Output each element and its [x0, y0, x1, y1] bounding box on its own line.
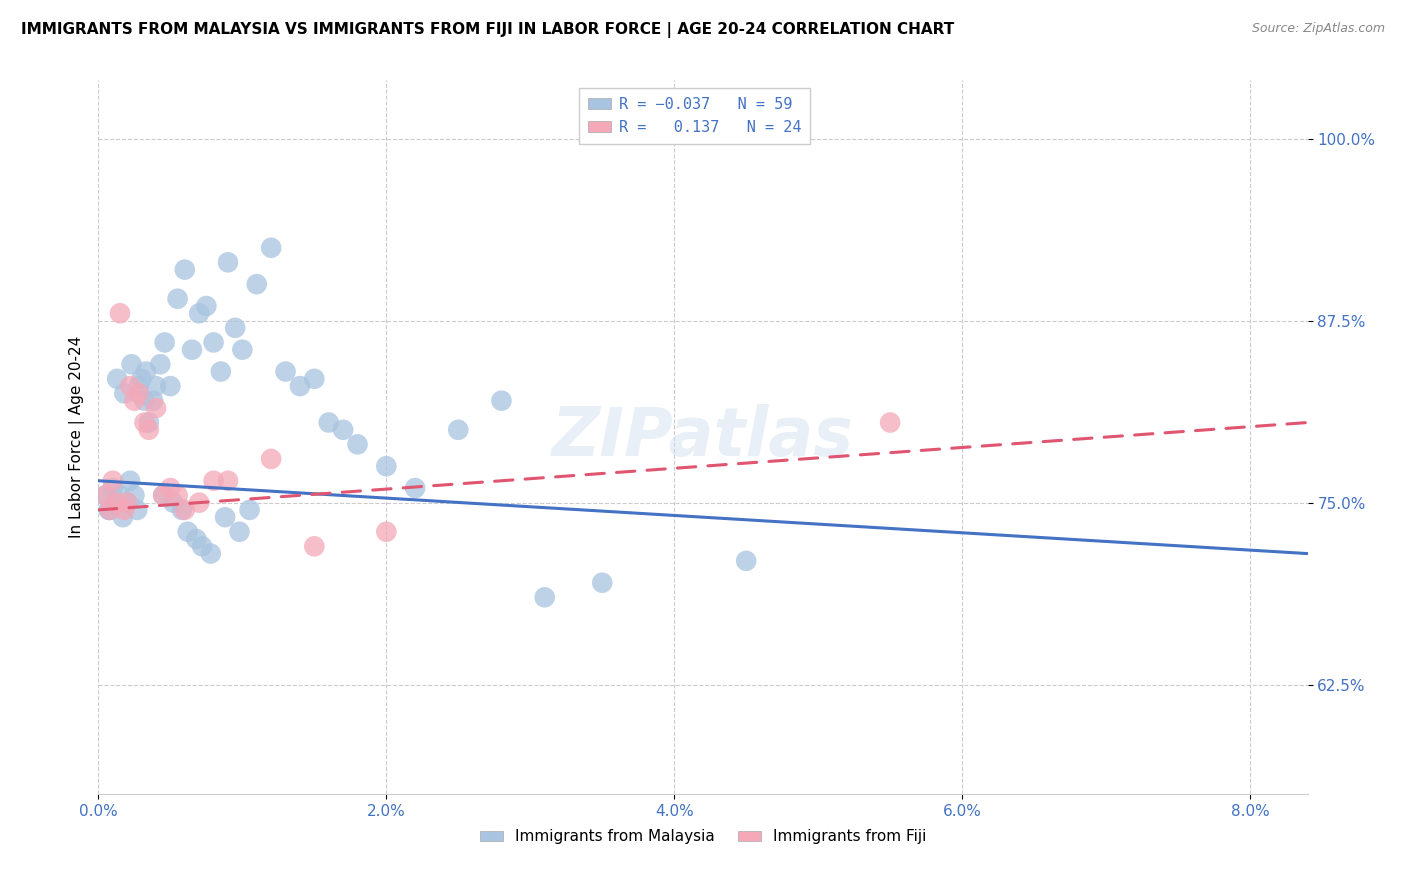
Point: [111, 510, 134, 524]
Point: [101, 474, 124, 488]
Point: [375, 459, 398, 474]
Point: [346, 437, 368, 451]
Point: [304, 539, 326, 553]
Point: [332, 423, 354, 437]
Point: [195, 299, 218, 313]
Point: [491, 393, 513, 408]
Point: [128, 386, 150, 401]
Point: [134, 416, 156, 430]
Point: [105, 372, 128, 386]
Point: [134, 393, 156, 408]
Point: [108, 488, 131, 502]
Point: [735, 554, 758, 568]
Point: [447, 423, 470, 437]
Point: [188, 495, 211, 509]
Point: [217, 255, 239, 269]
Point: [120, 379, 142, 393]
Point: [120, 474, 142, 488]
Point: [149, 357, 172, 371]
Point: [159, 379, 181, 393]
Point: [101, 481, 124, 495]
Y-axis label: In Labor Force | Age 20-24: In Labor Force | Age 20-24: [69, 336, 84, 538]
Point: [246, 277, 269, 292]
Point: [127, 503, 149, 517]
Point: [115, 495, 138, 509]
Point: [288, 379, 311, 393]
Point: [138, 423, 160, 437]
Point: [188, 306, 211, 320]
Point: [142, 393, 165, 408]
Point: [274, 365, 297, 379]
Point: [159, 481, 181, 495]
Point: [145, 379, 167, 393]
Point: [239, 503, 262, 517]
Point: [181, 343, 204, 357]
Point: [162, 495, 184, 509]
Point: [124, 393, 146, 408]
Point: [145, 401, 167, 415]
Point: [173, 262, 195, 277]
Text: IMMIGRANTS FROM MALAYSIA VS IMMIGRANTS FROM FIJI IN LABOR FORCE | AGE 20-24 CORR: IMMIGRANTS FROM MALAYSIA VS IMMIGRANTS F…: [21, 22, 955, 38]
Point: [191, 539, 214, 553]
Point: [121, 357, 143, 371]
Point: [94, 488, 117, 502]
Point: [224, 321, 246, 335]
Point: [202, 474, 225, 488]
Point: [404, 481, 426, 495]
Point: [375, 524, 398, 539]
Point: [202, 335, 225, 350]
Point: [176, 524, 198, 539]
Point: [260, 241, 283, 255]
Point: [304, 372, 326, 386]
Point: [112, 503, 135, 517]
Point: [533, 591, 555, 605]
Point: [152, 488, 174, 502]
Text: Source: ZipAtlas.com: Source: ZipAtlas.com: [1251, 22, 1385, 36]
Point: [94, 488, 117, 502]
Point: [200, 547, 222, 561]
Point: [138, 416, 160, 430]
Legend: Immigrants from Malaysia, Immigrants from Fiji: Immigrants from Malaysia, Immigrants fro…: [474, 823, 932, 850]
Point: [231, 343, 253, 357]
Point: [186, 532, 208, 546]
Point: [104, 495, 127, 509]
Text: ZIPatlas: ZIPatlas: [553, 404, 853, 470]
Point: [318, 416, 340, 430]
Point: [228, 524, 250, 539]
Point: [591, 575, 613, 590]
Point: [108, 306, 131, 320]
Point: [214, 510, 236, 524]
Point: [131, 372, 153, 386]
Point: [97, 503, 120, 517]
Point: [128, 379, 150, 393]
Point: [115, 495, 138, 509]
Point: [217, 474, 239, 488]
Point: [153, 335, 176, 350]
Point: [152, 488, 174, 502]
Point: [260, 451, 283, 466]
Point: [170, 503, 193, 517]
Point: [879, 416, 901, 430]
Point: [98, 503, 121, 517]
Point: [135, 365, 157, 379]
Point: [98, 503, 121, 517]
Point: [173, 503, 195, 517]
Point: [209, 365, 232, 379]
Point: [124, 488, 146, 502]
Point: [112, 386, 135, 401]
Point: [166, 488, 188, 502]
Point: [166, 292, 188, 306]
Point: [105, 495, 128, 509]
